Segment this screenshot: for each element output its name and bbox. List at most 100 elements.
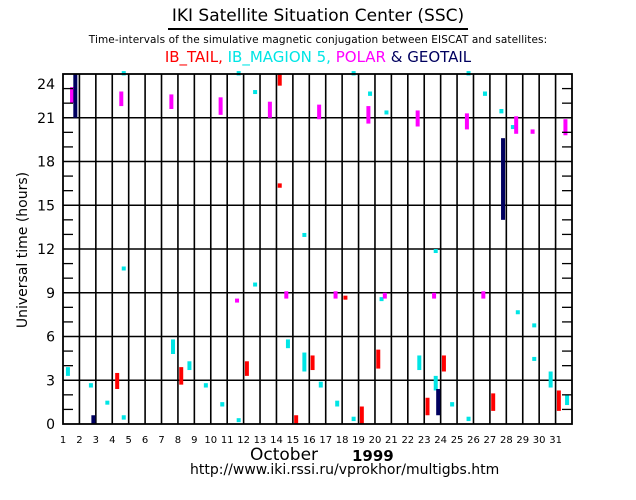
y-tick-label: 12: [37, 242, 55, 258]
interval-mark-ib-tail: [277, 74, 282, 86]
interval-mark-ib-magion-5: [187, 361, 192, 371]
interval-mark-ib-tail: [310, 355, 315, 371]
y-tick-label: 24: [37, 77, 55, 93]
page-title: IKI Satellite Situation Center (SSC): [0, 6, 636, 30]
x-tick-label: 23: [418, 435, 431, 446]
interval-mark-polar: [530, 129, 535, 134]
legend-geotail: & GEOTAIL: [390, 48, 472, 66]
interval-mark-geotail: [501, 138, 506, 220]
interval-mark-polar: [382, 292, 387, 299]
interval-mark-geotail: [73, 74, 78, 118]
x-tick-label: 26: [467, 435, 480, 446]
interval-mark-ib-magion-5: [548, 371, 553, 388]
x-tick-label: 24: [434, 435, 447, 446]
x-tick-label: 5: [125, 435, 131, 446]
x-tick-label: 3: [93, 435, 99, 446]
interval-mark-ib-magion-5: [121, 266, 126, 271]
interval-mark-ib-magion-5: [220, 402, 225, 407]
interval-mark-polar: [70, 87, 75, 104]
interval-mark-ib-magion-5: [203, 383, 208, 388]
interval-mark-ib-tail: [376, 349, 381, 369]
legend-ib-tail: IB_TAIL,: [164, 48, 223, 66]
legend-ib-magion5: IB_MAGION 5,: [227, 48, 331, 66]
interval-mark-geotail: [436, 389, 441, 416]
chart-subtitle: Time-intervals of the simulative magneti…: [88, 34, 548, 46]
interval-mark-polar: [366, 106, 371, 124]
interval-mark-polar: [169, 94, 174, 109]
x-tick-label: 27: [484, 435, 497, 446]
interval-mark-ib-magion-5: [351, 416, 356, 422]
title-text: IKI Satellite Situation Center (SSC): [167, 6, 469, 30]
interval-mark-ib-magion-5: [335, 400, 340, 407]
x-tick-label: 30: [533, 435, 546, 446]
y-tick-label: 15: [37, 198, 55, 214]
x-tick-label: 10: [204, 435, 217, 446]
interval-mark-ib-tail: [179, 367, 184, 385]
interval-mark-polar: [481, 291, 486, 299]
interval-mark-ib-magion-5: [510, 125, 515, 130]
interval-mark-ib-tail: [244, 361, 249, 376]
interval-mark-polar: [563, 119, 568, 136]
y-tick-label: 3: [46, 373, 55, 389]
interval-mark-ib-magion-5: [88, 383, 93, 388]
interval-mark-polar: [267, 101, 272, 118]
interval-mark-polar: [284, 291, 289, 299]
x-tick-label: 14: [270, 435, 283, 446]
interval-mark-polar: [218, 97, 223, 115]
interval-mark-ib-tail: [294, 415, 299, 424]
interval-mark-ib-magion-5: [368, 91, 373, 96]
interval-mark-ib-magion-5: [105, 400, 110, 405]
interval-mark-ib-magion-5: [384, 110, 389, 115]
interval-mark-ib-magion-5: [515, 310, 520, 315]
x-tick-label: 29: [516, 435, 529, 446]
x-tick-label: 6: [142, 435, 148, 446]
interval-mark-ib-magion-5: [318, 381, 323, 388]
y-axis-label: Universal time (hours): [15, 172, 31, 328]
interval-mark-geotail: [91, 415, 96, 424]
x-tick-label: 12: [237, 435, 250, 446]
interval-mark-ib-magion-5: [65, 367, 70, 376]
interval-mark-ib-tail: [359, 406, 364, 424]
x-tick-label: 9: [191, 435, 197, 446]
x-tick-label: 18: [336, 435, 349, 446]
interval-mark-ib-magion-5: [499, 109, 504, 114]
plot-border: [62, 73, 573, 425]
x-tick-label: 28: [500, 435, 513, 446]
interval-mark-polar: [235, 298, 240, 303]
interval-mark-ib-magion-5: [121, 415, 126, 420]
data-marks: [65, 71, 570, 424]
x-tick-label: 20: [369, 435, 382, 446]
x-tick-label: 11: [221, 435, 234, 446]
interval-mark-ib-tail: [115, 372, 120, 389]
interval-mark-ib-magion-5: [285, 339, 290, 349]
interval-mark-polar: [432, 292, 437, 299]
interval-mark-polar: [415, 110, 420, 127]
y-tick-label: 0: [46, 417, 55, 433]
interval-mark-ib-tail: [425, 397, 430, 416]
x-tick-label: 2: [76, 435, 82, 446]
interval-mark-polar: [514, 116, 519, 134]
interval-mark-ib-tail: [556, 390, 561, 411]
legend: IB_TAIL, IB_MAGION 5, POLAR & GEOTAIL: [0, 48, 636, 66]
interval-mark-ib-magion-5: [302, 232, 307, 237]
plot-frame: [62, 73, 573, 425]
interval-mark-ib-tail: [491, 393, 496, 411]
y-tick-label: 21: [37, 111, 55, 127]
interval-mark-ib-tail: [343, 295, 348, 300]
interval-mark-polar: [333, 291, 338, 299]
x-tick-label: 4: [109, 435, 115, 446]
interval-mark-ib-tail: [441, 355, 446, 372]
source-url[interactable]: http://www.iki.rssi.ru/vprokhor/multigbs…: [190, 462, 500, 478]
x-axis-year: 1999: [352, 447, 394, 465]
x-tick-label: 19: [352, 435, 365, 446]
interval-mark-polar: [317, 104, 322, 120]
interval-mark-ib-magion-5: [466, 416, 471, 422]
interval-mark-ib-magion-5: [253, 282, 258, 287]
interval-mark-ib-magion-5: [379, 297, 384, 302]
interval-mark-ib-magion-5: [236, 418, 241, 423]
x-tick-label: 17: [319, 435, 332, 446]
interval-mark-ib-tail: [277, 183, 282, 188]
interval-mark-ib-magion-5: [532, 356, 537, 361]
